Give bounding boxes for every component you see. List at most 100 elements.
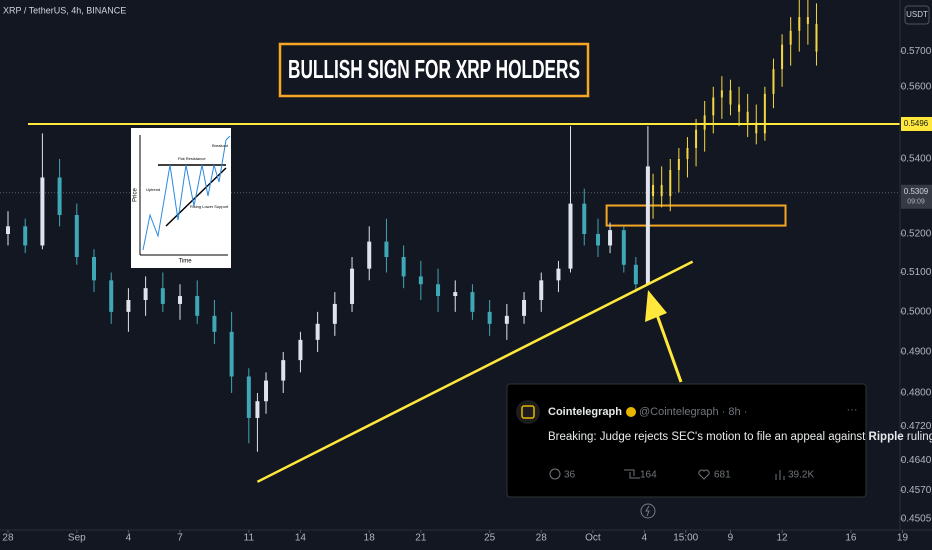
candle-body bbox=[126, 299, 131, 312]
tweet-bg bbox=[506, 383, 867, 498]
reply-icon[interactable] bbox=[549, 468, 561, 480]
candle-body bbox=[772, 69, 775, 94]
candle-body bbox=[633, 264, 638, 285]
y-tick-label: 0.4800 bbox=[901, 388, 932, 399]
candle-body bbox=[40, 177, 45, 246]
currency: USDT bbox=[906, 10, 928, 19]
x-tick-label: 19 bbox=[897, 533, 909, 544]
tweet-text-part: Breaking: Judge rejects SEC's motion to … bbox=[548, 431, 869, 443]
reply-count: 36 bbox=[564, 470, 576, 481]
hline-badge bbox=[901, 116, 932, 131]
x-tick-label: 11 bbox=[244, 533, 255, 544]
tweet-card: Cointelegraph @Cointelegraph · 8h · ··· … bbox=[506, 383, 932, 498]
candle-body bbox=[660, 184, 663, 197]
arrow-shaft bbox=[654, 311, 683, 383]
tweet-text-part: ruling bbox=[904, 431, 932, 443]
x-tick-label: Sep bbox=[68, 533, 86, 544]
candle-body bbox=[712, 97, 715, 116]
x-tick-label: 25 bbox=[484, 533, 496, 544]
candle-body bbox=[695, 129, 698, 148]
inset-label: Breakout bbox=[212, 143, 229, 148]
candle-body bbox=[621, 230, 626, 265]
candle-body bbox=[74, 214, 79, 258]
candle-body bbox=[367, 241, 372, 269]
chart-title: BULLISH SIGN FOR XRP HOLDERS bbox=[288, 54, 580, 84]
candle-body bbox=[332, 303, 337, 324]
candle-body bbox=[487, 311, 492, 324]
x-tick-label: Oct bbox=[585, 533, 601, 544]
candle-body bbox=[669, 170, 672, 197]
candle-body bbox=[212, 315, 217, 332]
last-price-time: 09:09 bbox=[907, 199, 925, 206]
candle-body bbox=[504, 315, 509, 324]
candle-body bbox=[281, 360, 286, 381]
candle-body bbox=[401, 257, 406, 277]
retweet-count: 164 bbox=[640, 470, 657, 481]
candle-body bbox=[298, 339, 303, 361]
currency-box bbox=[904, 5, 930, 25]
views-icon bbox=[775, 470, 785, 480]
x-tick-label: 18 bbox=[364, 533, 376, 544]
inset-label: Time bbox=[178, 259, 192, 265]
x-tick-label: 9 bbox=[728, 533, 734, 544]
title-box bbox=[278, 42, 590, 98]
candle-body bbox=[789, 30, 792, 45]
retweet-icon[interactable] bbox=[624, 469, 640, 479]
price-axis-panel bbox=[900, 0, 932, 550]
x-tick-label: 12 bbox=[777, 533, 789, 544]
x-tick-label: 16 bbox=[845, 533, 857, 544]
avatar-logo bbox=[521, 405, 535, 419]
candle-body bbox=[418, 276, 423, 285]
x-tick-label: 4 bbox=[126, 533, 132, 544]
arrow bbox=[645, 290, 683, 383]
candle-body bbox=[798, 17, 801, 31]
candle-body bbox=[781, 44, 784, 70]
like-icon[interactable] bbox=[698, 469, 710, 480]
x-tick-label: 28 bbox=[2, 533, 14, 544]
y-tick-label: 0.5700 bbox=[901, 46, 932, 57]
candle-body bbox=[229, 331, 234, 377]
candle-body bbox=[645, 166, 650, 285]
inset-label: Uptrend bbox=[146, 187, 160, 192]
candle-body bbox=[160, 288, 165, 304]
hline-label: 0.5496 bbox=[904, 119, 929, 128]
tweet-more[interactable]: ··· bbox=[847, 404, 858, 416]
y-tick-label: 0.5400 bbox=[901, 154, 932, 165]
candle-body bbox=[195, 296, 200, 316]
last-price-badge bbox=[901, 184, 932, 209]
candle-body bbox=[539, 280, 544, 300]
tweet-text-bold: Ripple bbox=[869, 431, 904, 443]
x-tick-label: 14 bbox=[295, 533, 307, 544]
inset-label: Price bbox=[133, 188, 139, 202]
arrow-head bbox=[645, 290, 667, 322]
avatar bbox=[516, 400, 540, 424]
x-tick-label: 21 bbox=[415, 533, 427, 544]
x-tick-label: 4 bbox=[642, 533, 648, 544]
candle-body bbox=[738, 104, 741, 112]
event-icon-bolt bbox=[645, 505, 650, 517]
candle-body bbox=[246, 376, 251, 418]
y-tick-label: 0.4900 bbox=[901, 347, 932, 358]
inset-label: Rising Lower Support bbox=[190, 204, 229, 209]
candle-body bbox=[652, 184, 655, 197]
candle-body bbox=[23, 226, 28, 246]
trendline bbox=[256, 260, 694, 483]
candle-body bbox=[92, 257, 97, 281]
symbol: XRP / TetherUS, 4h, BINANCE bbox=[3, 5, 126, 15]
candle-body bbox=[677, 158, 680, 171]
candle-body bbox=[806, 17, 809, 24]
candle-body bbox=[315, 323, 320, 340]
candle-body bbox=[608, 230, 613, 246]
candle-body bbox=[453, 292, 458, 297]
candle-body bbox=[350, 268, 355, 304]
x-tick-label: 7 bbox=[177, 533, 183, 544]
candle-body bbox=[109, 280, 114, 312]
views-count: 39.2K bbox=[788, 470, 814, 481]
x-tick-label: 28 bbox=[536, 533, 548, 544]
candle-body bbox=[582, 203, 587, 234]
tweet-name: Cointelegraph bbox=[548, 406, 622, 418]
inset-price bbox=[142, 135, 231, 251]
candle-body bbox=[436, 284, 441, 297]
